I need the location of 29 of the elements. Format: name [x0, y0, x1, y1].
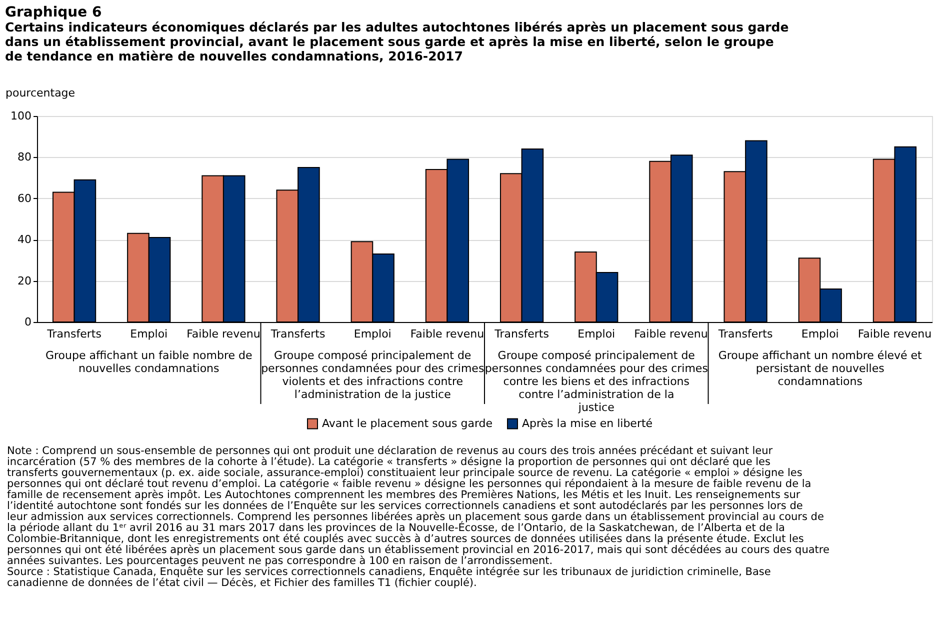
- x-tick-label: Emploi: [130, 328, 168, 340]
- legend-label: Avant le placement sous garde: [322, 416, 493, 430]
- x-tick-label: Faible revenu: [634, 328, 708, 340]
- y-tick-label: 60: [18, 192, 32, 205]
- chart-title: Graphique 6: [5, 4, 102, 20]
- x-tick-label: Emploi: [578, 328, 616, 340]
- y-tick-label: 20: [18, 274, 32, 288]
- y-tick-label: 40: [18, 233, 32, 246]
- text: Groupe affichant un nombre élevé et persistant de nouvelles condamnations: [718, 349, 923, 388]
- legend-label: Après la mise en liberté: [522, 416, 653, 430]
- x-tick-label: Faible revenu: [410, 328, 484, 340]
- x-tick-label: Transferts: [270, 328, 326, 340]
- text: Note : Comprend un sous-ensemble de personnes qui ont produit une déclaration de revenus au cours des trois années précédant et suivant leur incarcération (57 % des membres de la cohorte à l’étude). La catégorie « transferts » désigne la proportion de personnes qui ont déclaré que les transferts gouvernementaux (p. ex. aide sociale, assurance-emploi) constituaient leur principale source de revenu. La catégorie « emploi » désigne les personnes qui ont déclaré tout revenu d’emploi. La catégorie « faible revenu » désigne les personnes qui répondaient à la mesure de faible revenu de la famille de recensement après impôt. Les Autochtones comprennent les membres des Premières Nations, les Métis et les Inuit. Les renseignements sur l’identité autochtone sont fondés sur les données de l’Enquête sur les services correctionnels canadiens et sont autodéclarés par les personnes lors de leur admission aux services correctionnels. Comprend les personnes libérées après un placement sous garde dans un établissement provincial au cours de la période allant du 1ᵉʳ avril 2016 au 31 mars 2017 dans les provinces de la Nouvelle-Écosse, de l’Ontario, de la Saskatchewan, de l’Alberta et de la Colombie-Britannique, dont les enregistrements ont été couplés avec succès à d’autres sources de données utilisées dans la présente étude. Exclut les personnes qui ont été libérées après un placement sous garde dans un établissement provincial en 2016-2017, mais qui sont décédées au cours des quatre années suivantes. Les pourcentages peuvent ne pas correspondre à 100 en raison de l’arrondissement.: [7, 445, 830, 567]
- source-note: Source : Statistique Canada, Enquête sur les services correctionnels canadiens, Enquête intégrée sur les tribunaux de juridiction criminelle, Base canadienne de données de l’état civil — Décès, et Fichier des familles T1 (fichier couplé).: [7, 566, 771, 589]
- text: Groupe affichant un faible nombre de nouvelles condamnations: [45, 349, 252, 375]
- text: Groupe composé principalement de personnes condamnées pour des crimes contre les biens et des infractions contre l’administration de la justice: [484, 349, 708, 414]
- x-tick-label: Faible revenu: [858, 328, 932, 340]
- text: Groupe composé principalement de personnes condamnées pour des crimes violents et des infractions contre l’administration de la justice: [261, 349, 484, 401]
- y-axis-title: pourcentage: [6, 86, 76, 100]
- x-tick-label: Transferts: [494, 328, 550, 340]
- y-tick-label: 0: [24, 316, 32, 328]
- x-tick-label: Transferts: [717, 328, 773, 340]
- x-tick-label: Emploi: [801, 328, 839, 340]
- x-tick-label: Emploi: [354, 328, 392, 340]
- x-tick-label: Faible revenu: [186, 328, 260, 340]
- y-tick-label: 80: [18, 150, 32, 164]
- y-tick-label: 100: [10, 110, 32, 122]
- chart-subtitle: Certains indicateurs économiques déclarés par les adultes autochtones libérés après un placement sous garde dans un établissement provincial, avant le placement sous garde et après la mise en liberté, selon le groupe de tendance en matière de nouvelles condamnations, 2016-2017: [5, 20, 789, 64]
- x-tick-label: Transferts: [46, 328, 102, 340]
